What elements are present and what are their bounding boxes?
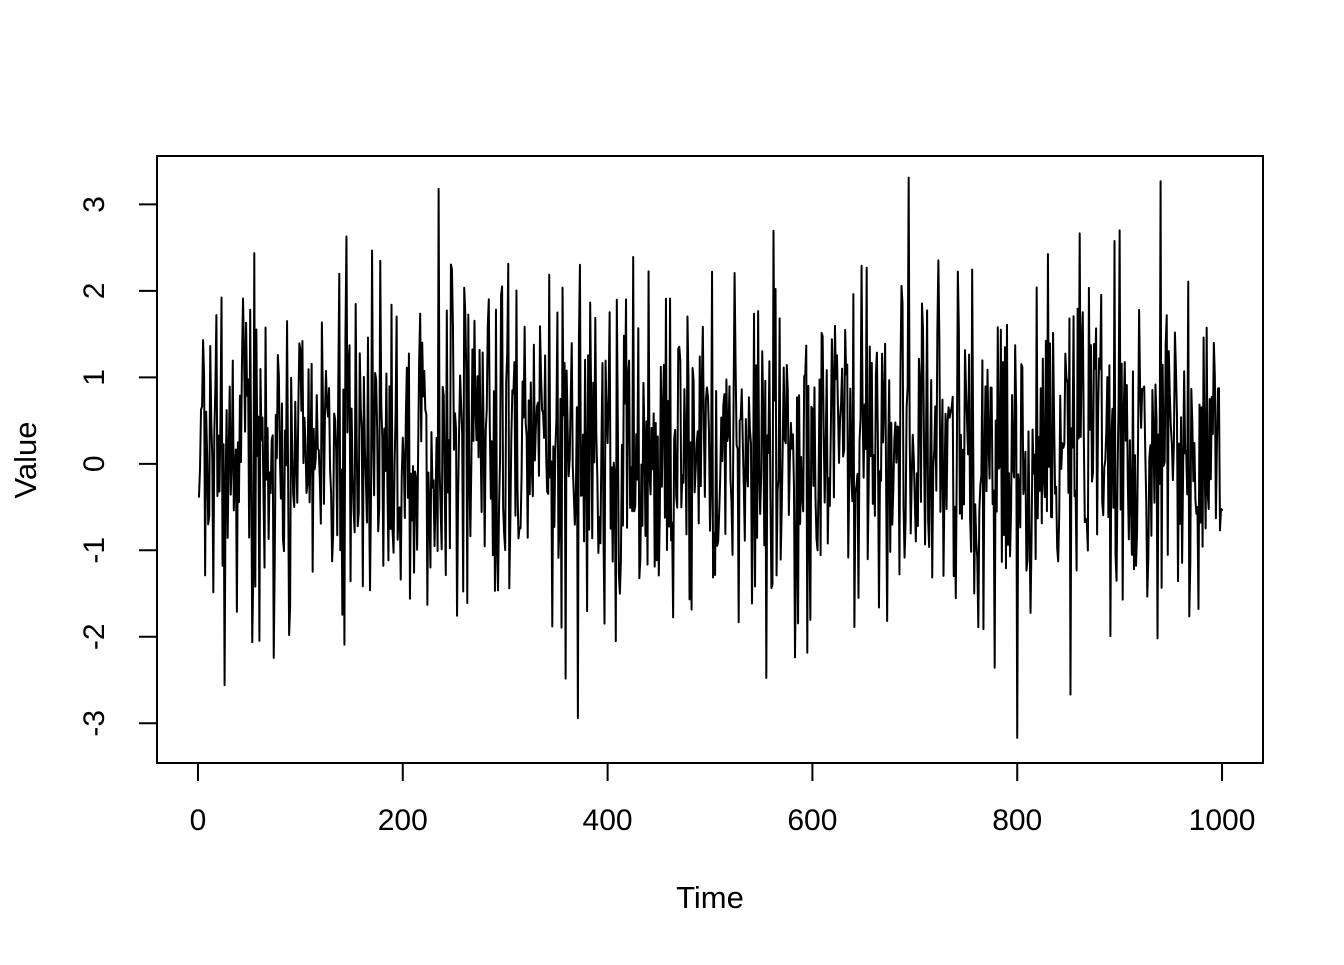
y-tick-label: -1 [78, 537, 111, 564]
y-tick-label: -2 [78, 623, 111, 650]
y-tick-label: 3 [78, 196, 111, 213]
x-tick-label: 1000 [1189, 804, 1256, 837]
x-tick-label: 600 [787, 804, 837, 837]
series-line [197, 176, 1224, 739]
plot-border [156, 155, 1264, 764]
x-tick-label: 0 [190, 804, 207, 837]
y-tick-label: 2 [78, 283, 111, 300]
x-tick-label: 800 [992, 804, 1042, 837]
y-axis-title: Value [8, 422, 43, 499]
x-tick-label: 200 [378, 804, 428, 837]
x-axis-title: Time [676, 880, 744, 915]
plot-layer: 0 200 400 600 800 1000 -3 -2 -1 0 1 2 3 [78, 155, 1264, 837]
y-tick-label: 1 [78, 369, 111, 386]
y-tick-label: -3 [78, 710, 111, 737]
x-tick-label: 400 [583, 804, 633, 837]
y-tick-label: 0 [78, 455, 111, 472]
